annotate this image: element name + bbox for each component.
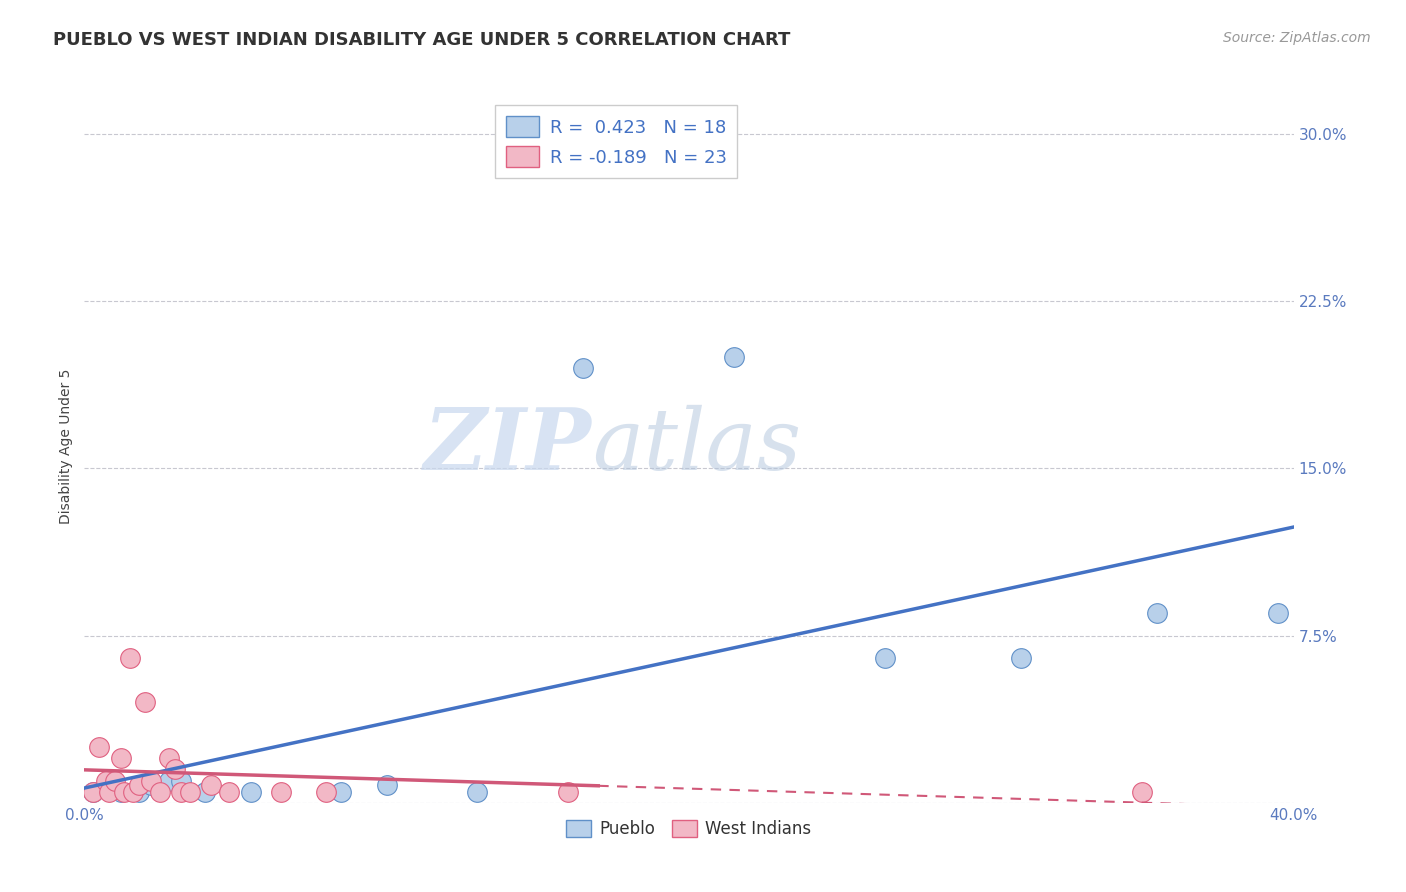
Point — [467, 785, 489, 799]
Point — [1267, 607, 1289, 621]
Text: ZIP: ZIP — [425, 404, 592, 488]
Point — [723, 350, 745, 364]
Text: PUEBLO VS WEST INDIAN DISABILITY AGE UNDER 5 CORRELATION CHART: PUEBLO VS WEST INDIAN DISABILITY AGE UND… — [53, 31, 790, 49]
Point — [82, 785, 104, 799]
Point — [1146, 607, 1168, 621]
Y-axis label: Disability Age Under 5: Disability Age Under 5 — [59, 368, 73, 524]
Point — [170, 785, 193, 799]
Point — [1130, 785, 1153, 799]
Point — [165, 762, 187, 776]
Point — [157, 773, 180, 788]
Point — [875, 651, 897, 665]
Point — [149, 785, 172, 799]
Point — [218, 785, 240, 799]
Point — [315, 785, 337, 799]
Point — [128, 778, 150, 792]
Point — [82, 785, 104, 799]
Legend: Pueblo, West Indians: Pueblo, West Indians — [560, 813, 818, 845]
Text: Source: ZipAtlas.com: Source: ZipAtlas.com — [1223, 31, 1371, 45]
Point — [121, 785, 143, 799]
Point — [97, 785, 120, 799]
Point — [239, 785, 262, 799]
Point — [134, 696, 156, 710]
Point — [89, 740, 111, 755]
Point — [170, 773, 193, 788]
Point — [194, 785, 217, 799]
Point — [572, 360, 595, 375]
Point — [270, 785, 292, 799]
Point — [104, 773, 127, 788]
Point — [97, 778, 120, 792]
Point — [157, 751, 180, 765]
Text: atlas: atlas — [592, 405, 801, 487]
Point — [112, 785, 135, 799]
Point — [1011, 651, 1033, 665]
Point — [128, 785, 150, 799]
Point — [139, 778, 162, 792]
Point — [557, 785, 579, 799]
Point — [118, 651, 141, 665]
Point — [94, 773, 117, 788]
Point — [110, 785, 132, 799]
Point — [179, 785, 201, 799]
Point — [375, 778, 398, 792]
Point — [110, 751, 132, 765]
Point — [139, 773, 162, 788]
Point — [330, 785, 353, 799]
Point — [200, 778, 222, 792]
